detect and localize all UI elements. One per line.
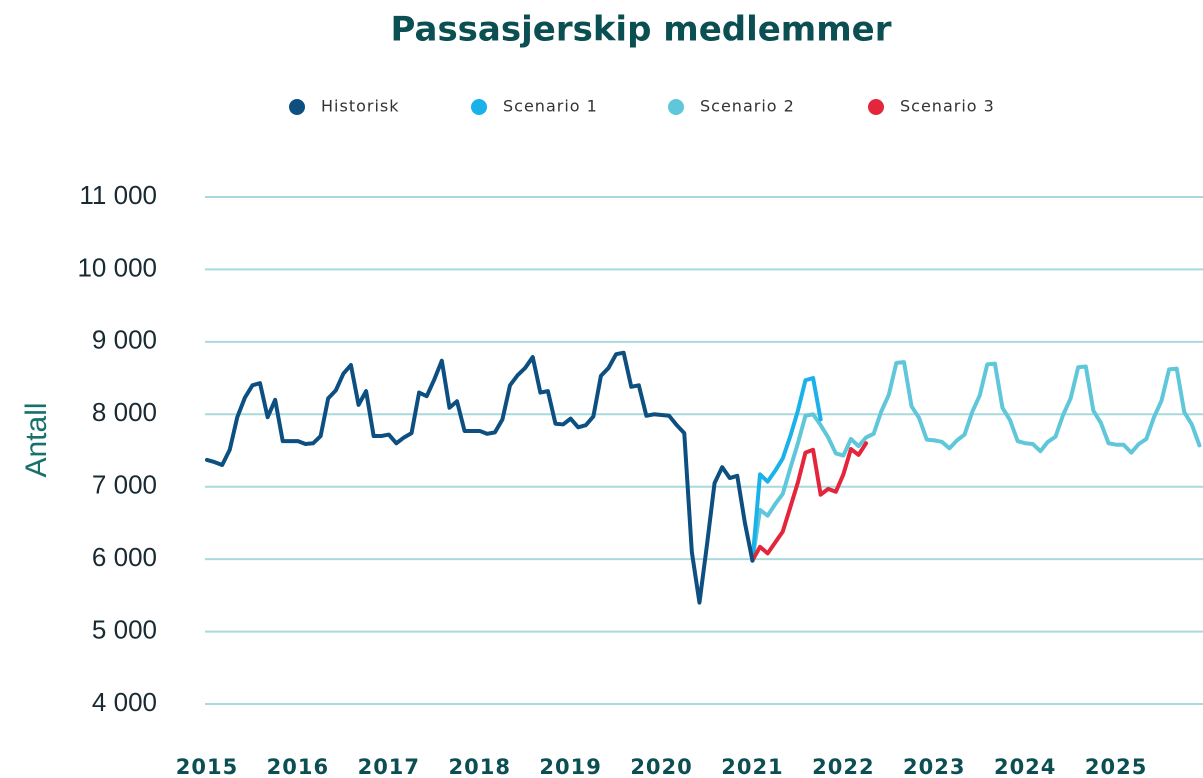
series-line xyxy=(205,350,755,605)
series-line xyxy=(750,376,823,563)
legend-label: Scenario 1 xyxy=(503,97,598,116)
legend-label: Scenario 3 xyxy=(900,97,995,116)
y-axis-label: Antall xyxy=(20,402,53,477)
y-tick-label: 6 000 xyxy=(92,542,157,572)
series-line xyxy=(750,441,869,563)
legend-marker xyxy=(289,99,305,115)
x-tick-label: 2022 xyxy=(812,755,874,778)
y-tick-label: 4 000 xyxy=(92,687,157,717)
x-tick-label: 2015 xyxy=(176,755,238,778)
x-tick-label: 2017 xyxy=(358,755,420,778)
legend-marker xyxy=(471,99,487,115)
y-tick-label: 8 000 xyxy=(92,397,157,427)
y-tick-label: 5 000 xyxy=(92,614,157,644)
chart-title: Passasjerskip medlemmer xyxy=(391,10,892,50)
x-tick-label: 2020 xyxy=(630,755,692,778)
legend-label: Scenario 2 xyxy=(700,97,795,116)
plot-area xyxy=(205,350,1202,605)
x-tick-label: 2016 xyxy=(267,755,329,778)
x-tick-label: 2021 xyxy=(721,755,783,778)
y-tick-label: 9 000 xyxy=(92,325,157,355)
x-tick-label: 2023 xyxy=(903,755,965,778)
legend-label: Historisk xyxy=(321,97,400,116)
y-tick-label: 7 000 xyxy=(92,470,157,500)
x-tick-label: 2025 xyxy=(1085,755,1147,778)
y-tick-label: 10 000 xyxy=(77,252,157,282)
x-tick-label: 2024 xyxy=(994,755,1056,778)
series-line xyxy=(750,360,1202,563)
y-tick-label: 11 000 xyxy=(79,180,157,210)
legend-marker xyxy=(668,99,684,115)
x-tick-label: 2018 xyxy=(449,755,511,778)
legend-marker xyxy=(868,99,884,115)
x-tick-label: 2019 xyxy=(539,755,601,778)
